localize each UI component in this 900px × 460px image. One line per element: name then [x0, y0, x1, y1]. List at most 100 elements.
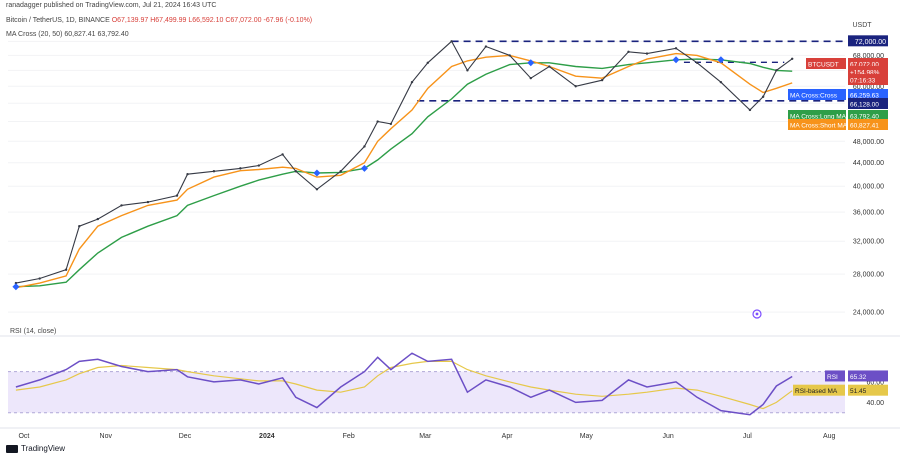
cross-marker [717, 56, 725, 64]
publisher-line: ranadagger published on TradingView.com,… [6, 2, 217, 9]
tradingview-brand: TradingView [21, 444, 66, 453]
rsi-value: 65.32 [850, 374, 867, 381]
price-point [315, 188, 319, 191]
tradingview-logo: TradingView [6, 444, 65, 453]
ma-indicator-name: MA Cross (20, 50) [6, 31, 63, 38]
unit-label: USDT [852, 22, 872, 29]
rsi-tag-name: RSI [827, 374, 838, 381]
price-tag-cross-value: 66,259.63 [850, 93, 879, 100]
price-point [175, 194, 179, 197]
price-point [790, 57, 794, 60]
price-tag-long-label: MA Cross:Long MA [790, 114, 847, 121]
price-point [212, 170, 216, 173]
symbol-title: Bitcoin / TetherUS, 1D, BINANCE [6, 17, 110, 24]
rsi-tag-bg [825, 370, 845, 382]
rsi-tick-label: 60.00 [866, 379, 884, 386]
price-tag-level: 66,128.00 [850, 102, 879, 109]
price-point [14, 281, 18, 285]
price-tag-cross-label: MA Cross:Cross [790, 93, 838, 100]
price-point [78, 225, 81, 228]
price-point [761, 95, 765, 98]
price-tag-short-label: MA Cross:Short MA [790, 123, 848, 130]
price-point [426, 61, 430, 64]
price-tick-label: 32,000.00 [853, 239, 884, 246]
price-tag-countdown: 07:16:33 [850, 78, 876, 85]
price-tag-bg [848, 110, 888, 121]
cross-marker [672, 56, 680, 64]
price-point [450, 40, 453, 43]
price-tick-label: 68,000.00 [853, 53, 884, 60]
price-tag-bg [848, 74, 888, 85]
time-tick-label: Mar [419, 433, 432, 440]
price-tick-label: 28,000.00 [853, 272, 884, 279]
time-tick-label: Oct [18, 433, 29, 440]
rsi-ma-tag-bg [793, 384, 845, 396]
price-point [339, 170, 342, 173]
price-tag-change: +154.98% [850, 70, 880, 77]
cross-marker [360, 164, 368, 172]
price-point [719, 80, 723, 84]
rsi-ma-name: RSI-based MA [795, 388, 838, 395]
price-point [389, 122, 393, 126]
price-point [363, 145, 366, 148]
level-tag-bg [848, 35, 888, 47]
price-tick-label: 36,000.00 [853, 210, 884, 217]
price-line [15, 40, 793, 284]
price-point [257, 164, 261, 167]
price-tick-label: 48,000.00 [853, 139, 884, 146]
price-point [96, 217, 99, 221]
cross-marker [313, 169, 321, 177]
symbol-header: Bitcoin / TetherUS, 1D, BINANCE O67,139.… [6, 17, 312, 24]
price-point [748, 108, 752, 112]
price-tag-last: 67,072.00 [850, 62, 879, 69]
price-series [14, 40, 794, 289]
price-point [775, 69, 778, 72]
price-tag-long-value: 63,792.40 [850, 114, 879, 121]
time-tick-label: Aug [823, 433, 836, 440]
price-point [466, 69, 469, 72]
ohlc-values: O67,139.97 H67,499.99 L66,592.10 C67,072… [111, 17, 313, 24]
time-tick-label: Dec [179, 433, 192, 440]
rsi-pane: 40.00 60.00 RSI 65.32 RSI-based MA 51.45 [0, 335, 900, 429]
price-point [529, 76, 532, 80]
price-grid: 24,000.00 28,000.00 32,000.00 36,000.00 40,0… [8, 39, 884, 317]
tradingview-logo-icon [6, 444, 18, 453]
level-tag-label: 72,000.00 [855, 39, 886, 46]
time-tick-label: Feb [343, 433, 355, 440]
price-point [645, 52, 649, 55]
price-tag-bg [848, 89, 888, 100]
price-tags: BTCUSDT 67,072.00+154.98%07:16:33 66,259.6… [788, 58, 888, 130]
price-point [484, 45, 488, 48]
price-point [120, 204, 123, 207]
rsi-line [15, 352, 793, 416]
price-tick-label: 44,000.00 [853, 160, 884, 167]
ma-indicator-values: 60,827.41 63,792.40 [64, 31, 129, 38]
price-tag-bg [848, 58, 888, 69]
price-point [600, 78, 604, 82]
cross-marker [527, 59, 535, 67]
price-tag-bg [848, 66, 888, 77]
price-point [695, 61, 699, 64]
ma-legend: MA Cross (20, 50) 60,827.41 63,792.40 [6, 31, 129, 38]
price-point [64, 268, 68, 271]
rsi-tick-label: 40.00 [866, 400, 884, 407]
price-tag-bg [788, 119, 846, 130]
cross-markers [12, 56, 725, 291]
rsi-value-bg [848, 370, 888, 382]
time-tick-label: Nov [100, 433, 113, 440]
ma-short-line [15, 52, 793, 289]
price-tag-bg [806, 58, 846, 69]
target-icon[interactable] [752, 309, 762, 319]
price-tick-label: 24,000.00 [853, 310, 884, 317]
price-point [508, 54, 511, 57]
price-point [674, 47, 678, 50]
price-tick-label: 40,000.00 [853, 184, 884, 191]
price-tag-bg [788, 110, 846, 121]
price-point [574, 85, 577, 88]
rsi-band [8, 371, 845, 413]
price-point [410, 80, 414, 84]
cross-marker [12, 283, 20, 291]
price-point [146, 200, 150, 204]
time-axis: Oct Nov Dec 2024 Feb Mar Apr May Jun Jul Aug [18, 433, 835, 440]
